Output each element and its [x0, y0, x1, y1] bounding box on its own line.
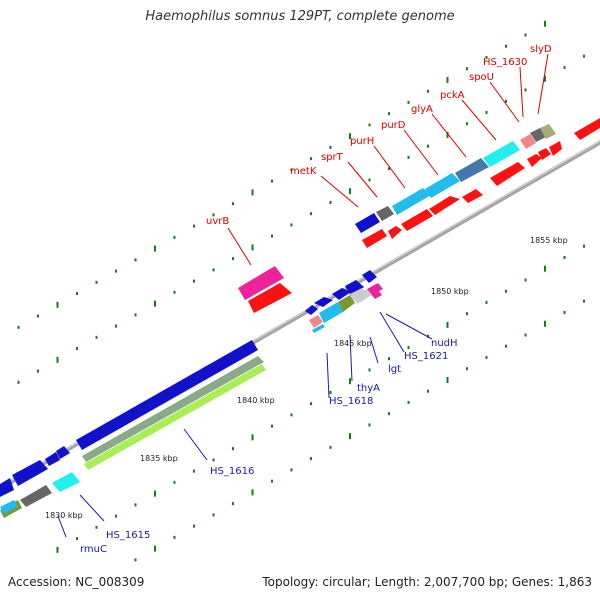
gene-label-bottom[interactable]: lgt — [388, 364, 401, 375]
orf-feature[interactable] — [76, 340, 258, 450]
gene-lgt[interactable] — [338, 295, 355, 312]
label-leader — [57, 515, 67, 538]
gene-HS_1618[interactable] — [309, 315, 323, 328]
label-leader — [326, 352, 330, 399]
label-leader — [183, 428, 208, 461]
orf-feature[interactable] — [314, 297, 333, 307]
gene-label-bottom[interactable]: HS_1618 — [329, 396, 373, 407]
gene-slyD[interactable] — [540, 124, 556, 139]
label-leader — [489, 81, 520, 123]
gene-label-top[interactable]: glyA — [411, 104, 433, 115]
label-leader — [369, 336, 379, 364]
gene-spoU[interactable] — [520, 134, 536, 149]
orf-feature[interactable] — [45, 452, 60, 466]
orf-feature[interactable] — [248, 283, 292, 313]
gene-uvrB[interactable] — [238, 266, 284, 300]
gene-label-bottom[interactable]: thyA — [357, 383, 380, 394]
orf-feature[interactable] — [462, 189, 483, 203]
label-leader — [379, 311, 405, 353]
gene-glyA[interactable] — [455, 158, 489, 182]
gene-label-top[interactable]: pckA — [440, 90, 465, 101]
orf-feature[interactable] — [574, 118, 600, 140]
orf-feature[interactable] — [84, 364, 266, 470]
gene-purH[interactable] — [392, 188, 431, 215]
label-leader — [373, 145, 406, 189]
gene-label-bottom[interactable]: HS_1616 — [210, 466, 254, 477]
gene-rmuC[interactable] — [20, 485, 52, 507]
orf-feature[interactable] — [345, 280, 364, 296]
orf-feature[interactable] — [305, 305, 318, 315]
gene-HS_1615[interactable] — [52, 472, 80, 492]
orf-feature[interactable] — [527, 154, 542, 167]
scale-label: 1835 kbp — [140, 454, 178, 463]
gene-purD[interactable] — [425, 173, 460, 198]
gene-label-top[interactable]: uvrB — [206, 216, 229, 227]
label-leader — [227, 227, 252, 266]
gene-nudH[interactable] — [367, 283, 383, 295]
orf-feature-strip[interactable] — [312, 324, 325, 333]
label-leader — [537, 53, 549, 115]
orf-feature[interactable] — [429, 196, 460, 215]
orf-feature[interactable] — [56, 446, 70, 459]
orf-feature[interactable] — [538, 148, 551, 160]
gene-metK[interactable] — [355, 213, 380, 233]
scale-label: 1840 kbp — [237, 396, 275, 405]
gene-label-top[interactable]: slyD — [530, 44, 552, 55]
gene-label-bottom[interactable]: rmuC — [80, 544, 107, 555]
orf-feature[interactable] — [0, 500, 18, 514]
label-leader — [79, 494, 105, 522]
gene-label-top[interactable]: sprT — [321, 152, 344, 163]
orf-feature[interactable] — [388, 226, 402, 239]
gene-label-top[interactable]: HS_1630 — [483, 57, 527, 68]
gene-label-top[interactable]: metK — [290, 166, 317, 177]
label-leader — [347, 161, 378, 198]
orf-feature[interactable] — [12, 460, 48, 486]
label-leader — [385, 313, 433, 340]
orf-feature[interactable] — [490, 162, 525, 186]
tick-layer — [17, 20, 585, 562]
orf-feature[interactable] — [0, 478, 14, 497]
accession-text: Accession: NC_008309 — [8, 575, 145, 589]
genome-summary-text: Topology: circular; Length: 2,007,700 bp… — [262, 575, 592, 589]
gene-label-top[interactable]: purH — [350, 136, 374, 147]
gene-HS_1621[interactable] — [353, 289, 372, 304]
gene-label-bottom[interactable]: HS_1621 — [404, 351, 448, 362]
label-leader — [403, 129, 439, 176]
label-leader — [461, 99, 497, 141]
gene-HS_1616[interactable] — [82, 356, 264, 462]
label-layer: 1830 kbp 1835 kbp 1840 kbp 1845 kbp 1850 kbp… — [45, 44, 568, 555]
orf-feature[interactable] — [549, 141, 562, 156]
orf-feature[interactable] — [401, 209, 433, 231]
scale-label: 1845 kbp — [334, 339, 372, 348]
label-leader — [431, 113, 467, 158]
gene-label-bottom[interactable]: nudH — [431, 338, 458, 349]
scale-label: 1830 kbp — [45, 511, 83, 520]
orf-feature[interactable] — [362, 229, 387, 248]
orf-row-bottom-lower — [0, 283, 383, 518]
scale-label: 1850 kbp — [431, 287, 469, 296]
gene-sprT[interactable] — [376, 206, 394, 221]
gene-thyA[interactable] — [319, 302, 343, 323]
scale-label: 1855 kbp — [530, 236, 568, 245]
orf-row-top-lower — [248, 118, 600, 313]
label-leader — [320, 175, 359, 208]
map-title: Haemophilus somnus 129PT, complete genom… — [145, 9, 455, 24]
gene-pckA[interactable] — [483, 141, 520, 167]
orf-row-top-upper — [238, 124, 556, 300]
gene-label-top[interactable]: spoU — [469, 72, 494, 83]
gene-label-bottom[interactable]: HS_1615 — [106, 530, 150, 541]
gene-label-top[interactable]: purD — [381, 120, 406, 131]
orf-feature[interactable] — [362, 270, 377, 283]
label-leader — [349, 334, 353, 382]
orf-feature[interactable] — [332, 288, 351, 300]
label-leader — [519, 66, 524, 118]
